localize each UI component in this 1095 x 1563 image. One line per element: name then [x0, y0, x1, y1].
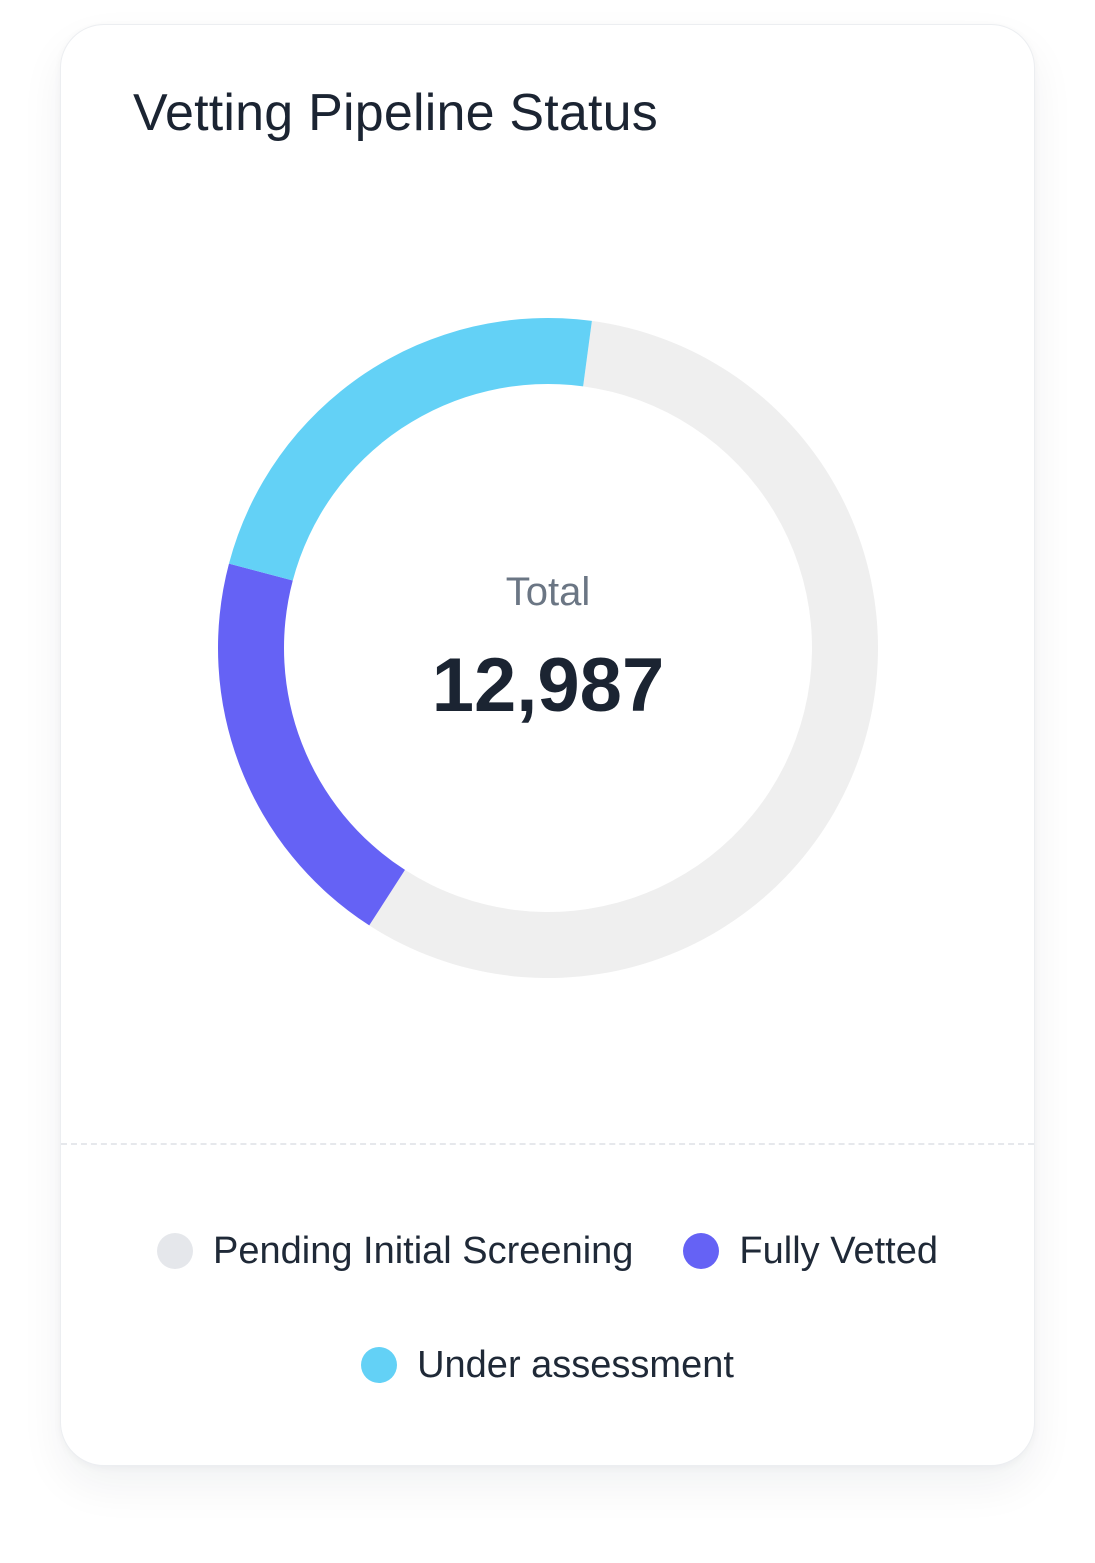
center-total-value: 12,987	[432, 643, 664, 728]
donut-segments	[218, 318, 878, 978]
legend-divider	[61, 1143, 1034, 1145]
legend-label-pending: Pending Initial Screening	[213, 1229, 634, 1272]
legend-item-fully-vetted[interactable]: Fully Vetted	[683, 1220, 938, 1282]
legend-label-under-assessment: Under assessment	[417, 1343, 734, 1386]
legend-item-pending[interactable]: Pending Initial Screening	[157, 1220, 633, 1282]
legend-dot-pending	[157, 1233, 194, 1269]
donut-chart: Total 12,987	[218, 318, 878, 978]
legend-label-fully-vetted: Fully Vetted	[739, 1229, 938, 1272]
card-title: Vetting Pipeline Status	[133, 84, 658, 142]
legend-dot-under-assessment	[361, 1347, 398, 1383]
chart-legend: Pending Initial Screening Fully Vetted U…	[61, 1220, 1034, 1396]
donut-segment-pending[interactable]	[369, 320, 878, 978]
donut-segment-fully-vetted[interactable]	[218, 563, 405, 926]
legend-item-under-assessment[interactable]: Under assessment	[361, 1334, 734, 1396]
chart-card: Vetting Pipeline Status Total 12,987 Pen…	[60, 24, 1035, 1466]
center-total-label: Total	[506, 570, 591, 614]
legend-dot-fully-vetted	[683, 1233, 720, 1269]
donut-segment-under-assessment[interactable]	[228, 318, 592, 581]
